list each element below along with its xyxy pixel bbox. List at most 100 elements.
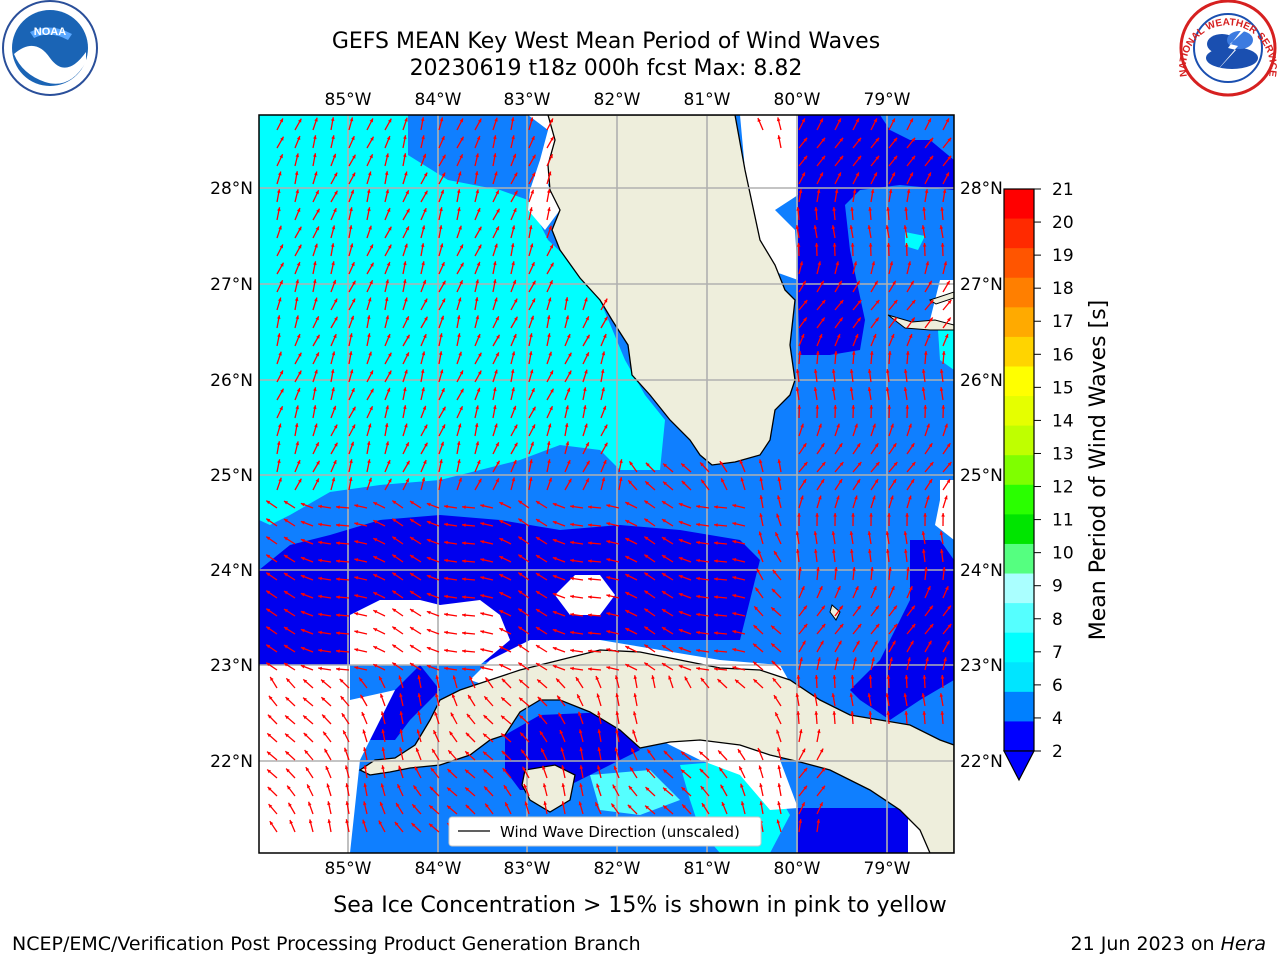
lon-tick-label: 85°W — [325, 90, 372, 110]
direction-arrowhead — [630, 767, 634, 771]
direction-arrowhead — [714, 595, 718, 599]
direction-arrowhead — [439, 369, 444, 374]
direction-arrowhead — [604, 316, 608, 321]
direction-arrowhead — [269, 821, 274, 826]
direction-arrowhead — [753, 661, 757, 666]
direction-arrowhead — [821, 462, 826, 466]
direction-arrowhead — [888, 189, 893, 193]
direction-arrowhead — [721, 801, 726, 806]
direction-arrowhead — [890, 495, 894, 500]
direction-arrowhead — [434, 711, 438, 716]
direction-arrowhead — [821, 605, 825, 610]
direction-arrowhead — [777, 459, 782, 464]
direction-arrowhead — [775, 532, 779, 537]
direction-arrowhead — [478, 226, 482, 231]
direction-arrowhead — [867, 387, 872, 391]
direction-arrowhead — [460, 388, 464, 393]
direction-arrowhead — [661, 555, 666, 559]
direction-arrowhead — [493, 135, 497, 140]
direction-arrowhead — [696, 666, 700, 671]
direction-arrowhead — [796, 711, 801, 715]
bahamas-island — [887, 314, 954, 331]
direction-arrowhead — [567, 460, 571, 465]
direction-arrowhead — [469, 676, 473, 681]
direction-arrowhead — [945, 586, 949, 591]
direction-arrowhead — [802, 443, 807, 448]
direction-arrowhead — [512, 405, 517, 410]
direction-arrowhead — [315, 352, 319, 357]
direction-arrowhead — [354, 630, 359, 634]
direction-arrowhead — [821, 137, 826, 142]
direction-arrowhead — [814, 675, 819, 679]
direction-arrowhead — [561, 765, 565, 770]
direction-arrowhead — [323, 731, 327, 736]
direction-arrowhead — [699, 751, 704, 756]
direction-arrowhead — [385, 279, 389, 284]
direction-arrowhead — [595, 802, 599, 807]
direction-arrowhead — [475, 153, 479, 158]
direction-arrowhead — [737, 749, 742, 754]
direction-arrowhead — [833, 405, 838, 409]
direction-arrowhead — [732, 648, 737, 652]
direction-arrowhead — [499, 502, 504, 506]
direction-arrowhead — [753, 679, 758, 683]
direction-arrowhead — [754, 606, 759, 611]
direction-arrowhead — [392, 518, 397, 523]
direction-arrowhead — [316, 208, 320, 213]
direction-arrowhead — [839, 317, 843, 322]
direction-arrowhead — [321, 697, 326, 701]
direction-arrowhead — [344, 765, 349, 770]
direction-arrowhead — [465, 751, 470, 756]
direction-arrowhead — [631, 748, 635, 753]
direction-arrowhead — [411, 823, 416, 827]
colorbar-band — [1004, 514, 1034, 545]
direction-arrowhead — [528, 351, 533, 356]
direction-arrowhead — [800, 423, 804, 428]
direction-arrowhead — [596, 693, 601, 698]
lat-ticks-left: 28°N 27°N 26°N 25°N 24°N 23°N 22°N — [210, 179, 253, 772]
direction-arrowhead — [578, 729, 583, 734]
direction-arrowhead — [398, 765, 402, 770]
direction-arrowhead — [661, 591, 666, 595]
direction-arrowhead — [625, 592, 630, 596]
direction-arrowhead — [314, 117, 318, 122]
direction-arrowhead — [368, 351, 372, 356]
direction-arrowhead — [921, 387, 926, 391]
direction-arrowhead — [718, 750, 722, 755]
direction-arrowhead — [496, 334, 500, 339]
lon-tick-label: 83°W — [504, 90, 551, 110]
direction-arrowhead — [537, 679, 542, 684]
direction-arrowhead — [327, 801, 331, 806]
direction-arrowhead — [753, 625, 758, 629]
direction-arrowhead — [422, 405, 427, 410]
direction-arrowhead — [444, 666, 448, 671]
direction-arrowhead — [524, 801, 529, 806]
colorbar-band — [1004, 425, 1034, 456]
direction-arrowhead — [485, 677, 490, 682]
direction-arrowhead — [625, 538, 630, 542]
direction-arrowhead — [447, 769, 452, 773]
direction-arrowhead — [550, 262, 554, 267]
direction-arrowhead — [570, 504, 574, 509]
direction-arrowhead — [903, 387, 908, 391]
direction-arrowhead — [513, 334, 517, 339]
direction-arrowhead — [535, 609, 540, 613]
direction-arrowhead — [559, 730, 564, 734]
direction-arrowhead — [625, 628, 630, 632]
direction-arrowhead — [457, 459, 461, 464]
direction-arrowhead — [422, 279, 427, 284]
direction-arrowhead — [893, 299, 898, 304]
direction-arrowhead — [303, 679, 308, 684]
direction-arrowhead — [803, 462, 808, 466]
direction-arrowhead — [426, 592, 431, 597]
direction-arrowhead — [584, 297, 588, 302]
direction-arrowhead — [519, 679, 523, 684]
direction-arrowhead — [284, 663, 288, 667]
direction-arrowhead — [885, 369, 890, 373]
direction-arrowhead — [465, 787, 470, 792]
direction-arrowhead — [887, 405, 892, 409]
direction-arrowhead — [531, 298, 536, 303]
direction-arrowhead — [777, 495, 781, 500]
direction-arrowhead — [501, 750, 506, 755]
lon-tick-label: 85°W — [325, 859, 372, 879]
